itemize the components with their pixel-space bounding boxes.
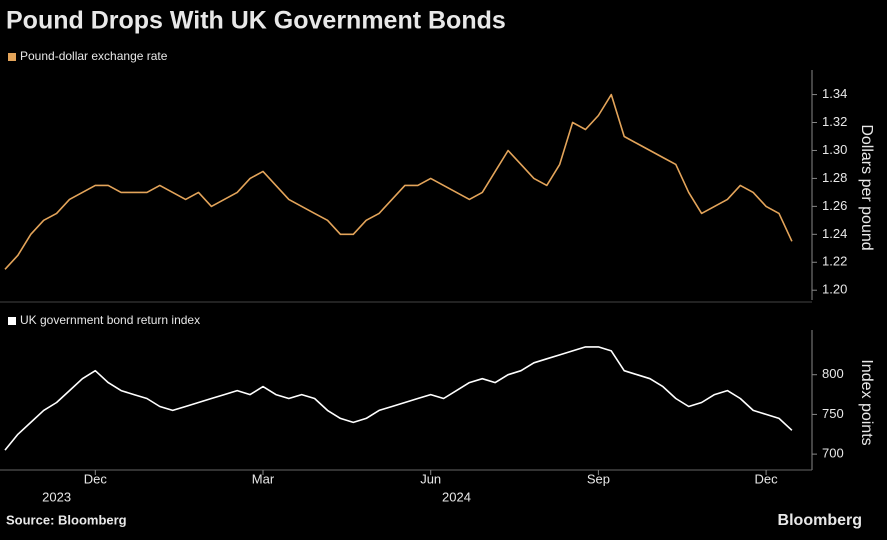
x-tick-label: Dec — [755, 471, 779, 486]
x-year-label: 2024 — [442, 489, 471, 504]
x-tick-label: Jun — [420, 471, 441, 486]
y-tick-label: 1.30 — [822, 142, 847, 157]
y-tick-label: 750 — [822, 406, 844, 421]
x-year-label: 2023 — [42, 489, 71, 504]
y-tick-label: 1.20 — [822, 282, 847, 297]
x-tick-label: Mar — [252, 471, 275, 486]
y-tick-label: 1.28 — [822, 170, 847, 185]
legend-label: UK government bond return index — [20, 313, 200, 327]
brand: Bloomberg — [778, 512, 862, 529]
y-tick-label: 1.32 — [822, 114, 847, 129]
y-tick-label: 1.24 — [822, 226, 847, 241]
data-line — [4, 346, 793, 451]
y-tick-label: 1.34 — [822, 86, 847, 101]
legend-swatch — [8, 317, 16, 325]
legend-swatch — [8, 53, 16, 61]
x-tick-label: Dec — [84, 471, 108, 486]
data-line — [4, 93, 793, 270]
legend-label: Pound-dollar exchange rate — [20, 49, 168, 63]
x-tick-label: Sep — [587, 471, 610, 486]
y-tick-label: 700 — [822, 446, 844, 461]
y-axis-label: Index points — [858, 359, 875, 445]
y-tick-label: 800 — [822, 366, 844, 381]
y-tick-label: 1.22 — [822, 254, 847, 269]
y-tick-label: 1.26 — [822, 198, 847, 213]
source: Source: Bloomberg — [6, 512, 127, 527]
chart-title: Pound Drops With UK Government Bonds — [6, 7, 506, 35]
y-axis-label: Dollars per pound — [858, 124, 875, 250]
